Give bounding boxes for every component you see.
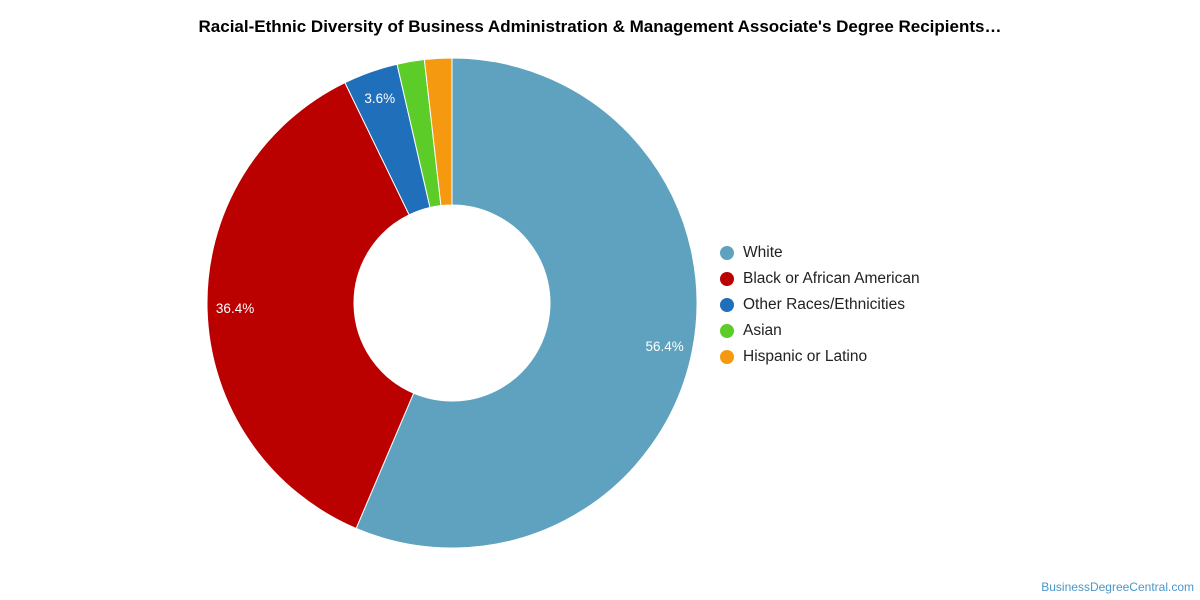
data-label-black-or-african-american: 36.4% bbox=[216, 301, 254, 316]
legend-label: White bbox=[743, 244, 783, 261]
legend-swatch bbox=[720, 350, 734, 364]
slice-black-or-african-american[interactable] bbox=[206, 81, 415, 530]
slice-white[interactable] bbox=[355, 57, 698, 549]
data-label-white: 56.4% bbox=[645, 339, 683, 354]
legend-swatch bbox=[720, 246, 734, 260]
data-labels-group: 56.4% 36.4% 3.6% bbox=[216, 91, 684, 354]
chart-legend: White Black or African American Other Race… bbox=[720, 240, 920, 370]
legend-item-hispanic-or-latino[interactable]: Hispanic or Latino bbox=[720, 344, 920, 370]
slices-group bbox=[206, 57, 698, 549]
legend-item-black-or-african-american[interactable]: Black or African American bbox=[720, 266, 920, 292]
legend-label: Hispanic or Latino bbox=[743, 348, 868, 365]
legend-label: Asian bbox=[743, 322, 782, 339]
chart-title: Racial-Ethnic Diversity of Business Admi… bbox=[198, 17, 1002, 36]
legend-label: Other Races/Ethnicities bbox=[743, 296, 905, 313]
legend-swatch bbox=[720, 324, 734, 338]
data-label-other-races-ethnicities: 3.6% bbox=[364, 91, 395, 106]
legend-item-asian[interactable]: Asian bbox=[720, 318, 920, 344]
legend-label: Black or African American bbox=[743, 270, 920, 287]
source-watermark[interactable]: BusinessDegreeCentral.com bbox=[1041, 580, 1194, 594]
legend-swatch bbox=[720, 298, 734, 312]
legend-swatch bbox=[720, 272, 734, 286]
legend-item-white[interactable]: White bbox=[720, 240, 920, 266]
slice-hispanic-or-latino[interactable] bbox=[423, 57, 453, 207]
legend-item-other-races-ethnicities[interactable]: Other Races/Ethnicities bbox=[720, 292, 920, 318]
